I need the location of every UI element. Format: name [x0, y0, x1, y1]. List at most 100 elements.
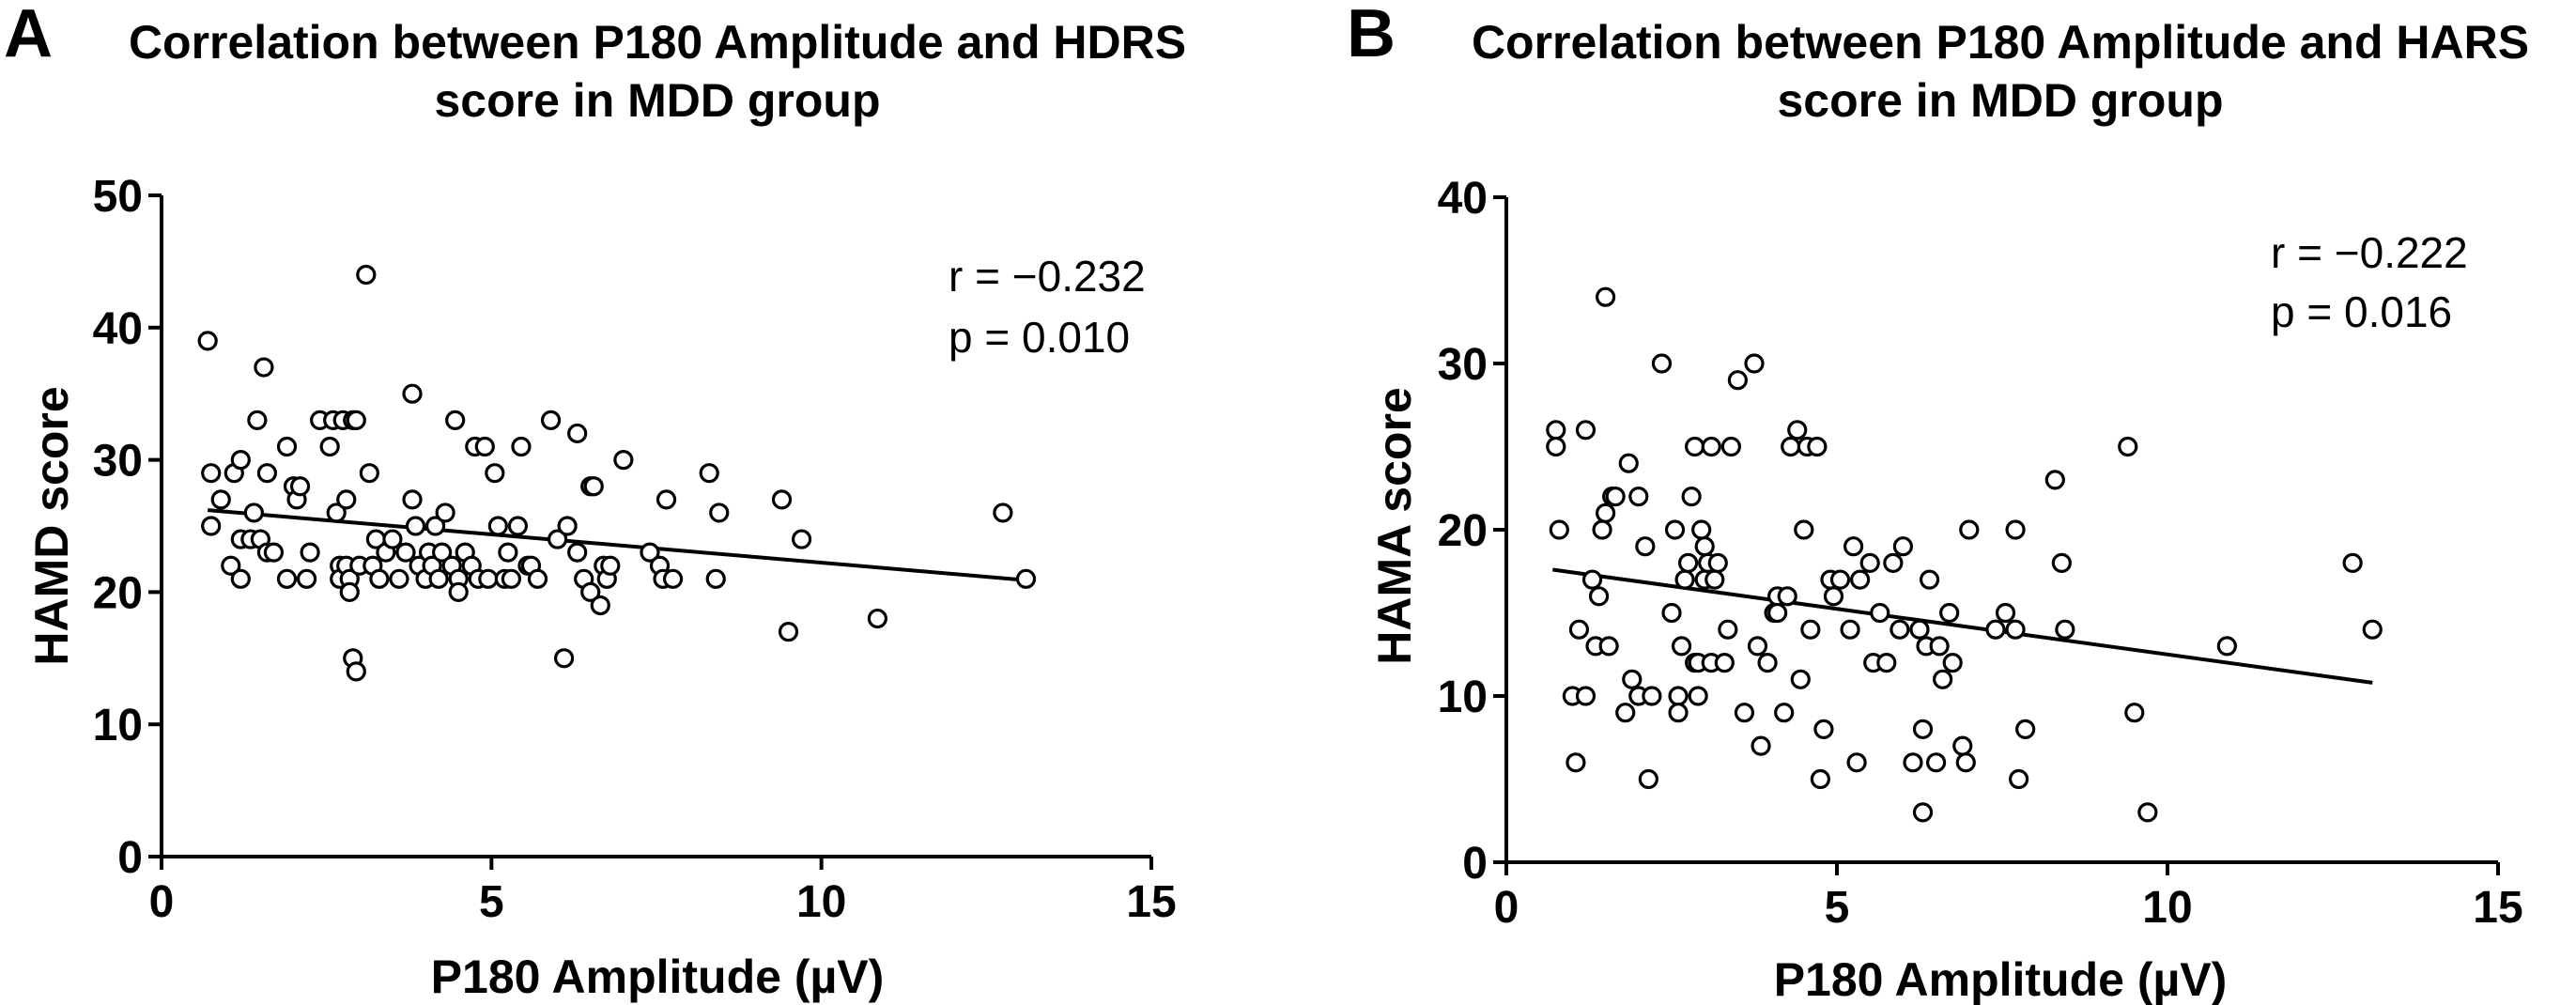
data-point: [1714, 652, 1735, 673]
data-point: [201, 463, 222, 484]
chart-panel-a: A Correlation between P180 Amplitude and…: [4, 0, 1186, 1003]
data-point: [1688, 686, 1708, 706]
data-point: [1701, 436, 1721, 457]
data-point: [1546, 436, 1566, 457]
data-point: [2216, 636, 2237, 657]
data-point: [369, 568, 390, 589]
y-tick-label: 40: [1438, 174, 1488, 224]
data-point: [1546, 420, 1566, 441]
correlation-p-annotation: p = 0.016: [2271, 287, 2452, 336]
data-point: [1595, 502, 1616, 523]
data-point: [389, 568, 409, 589]
panel-label: A: [4, 0, 53, 71]
data-point: [1581, 569, 1603, 590]
y-axis-label: HAMD score: [25, 386, 78, 665]
data-point: [600, 555, 621, 576]
data-point: [554, 648, 575, 669]
data-point: [425, 516, 446, 536]
data-point: [1605, 486, 1626, 507]
x-axis-label: P180 Amplitude (µV): [1774, 953, 2228, 1005]
data-point: [498, 542, 518, 563]
data-point: [511, 436, 532, 457]
data-point: [1727, 370, 1749, 391]
data-point: [1568, 619, 1590, 640]
data-point: [1638, 768, 1658, 790]
y-tick-label: 30: [1438, 340, 1488, 390]
data-point: [1720, 436, 1741, 457]
x-tick-label: 0: [1494, 883, 1519, 933]
x-tick-label: 10: [796, 877, 846, 927]
data-point: [428, 568, 449, 589]
data-point: [276, 568, 298, 589]
data-point: [2005, 519, 2026, 540]
data-point: [256, 463, 278, 484]
x-axis-label: P180 Amplitude (µV): [431, 951, 885, 1003]
data-point: [1691, 519, 1712, 540]
data-point: [1800, 619, 1821, 640]
data-point: [263, 542, 285, 563]
data-point: [590, 595, 610, 616]
data-point: [1870, 602, 1890, 624]
data-point: [1985, 619, 2006, 640]
data-point: [1939, 602, 1960, 624]
data-point: [382, 529, 403, 549]
x-tick-label: 0: [149, 877, 175, 927]
y-tick-label: 0: [1462, 839, 1488, 889]
data-point: [1588, 586, 1610, 607]
data-point: [448, 581, 469, 603]
data-point: [540, 410, 562, 430]
data-point: [640, 542, 660, 563]
data-point: [1955, 752, 1976, 773]
data-point: [1959, 519, 1980, 540]
data-point: [709, 502, 730, 523]
data-point: [435, 502, 455, 523]
data-point: [1850, 569, 1871, 590]
data-point: [336, 489, 357, 510]
data-point: [1807, 436, 1828, 457]
data-point: [580, 581, 601, 603]
data-point: [474, 436, 495, 457]
data-point: [359, 463, 379, 484]
data-point: [402, 383, 423, 404]
data-point: [613, 450, 634, 471]
y-tick-label: 10: [1438, 673, 1488, 722]
data-point: [1774, 703, 1795, 723]
data-point: [507, 516, 529, 536]
data-point: [1840, 619, 1860, 640]
data-point: [2137, 802, 2158, 823]
data-point: [346, 661, 366, 682]
y-tick-label: 20: [93, 568, 143, 618]
data-point: [487, 516, 508, 536]
data-point: [1677, 552, 1699, 574]
x-tick-label: 15: [1126, 877, 1176, 927]
data-point: [2124, 703, 2145, 723]
data-point: [1909, 619, 1930, 640]
x-tick-label: 5: [479, 877, 504, 927]
data-point: [1718, 619, 1738, 640]
y-tick-label: 30: [93, 437, 143, 487]
data-point: [1859, 552, 1880, 574]
data-point: [230, 450, 251, 471]
data-point: [1704, 569, 1725, 590]
correlation-r-annotation: r = −0.232: [949, 252, 1146, 301]
data-point: [547, 529, 568, 549]
data-point: [1615, 703, 1636, 723]
data-point: [501, 568, 522, 589]
data-point: [319, 436, 340, 457]
data-point: [1810, 768, 1831, 790]
data-point: [1734, 703, 1755, 723]
data-point: [1664, 519, 1686, 540]
data-point: [2009, 768, 2029, 790]
data-point: [485, 463, 505, 484]
y-axis-label: HAMA score: [1368, 387, 1421, 664]
data-point: [557, 516, 578, 536]
x-tick-label: 10: [2142, 883, 2192, 933]
data-point: [339, 581, 360, 603]
data-point: [1595, 286, 1616, 307]
data-point: [1933, 669, 1953, 689]
data-point: [1892, 536, 1914, 557]
y-tick-label: 10: [93, 701, 143, 750]
data-point: [1575, 420, 1597, 441]
data-point: [300, 542, 320, 563]
